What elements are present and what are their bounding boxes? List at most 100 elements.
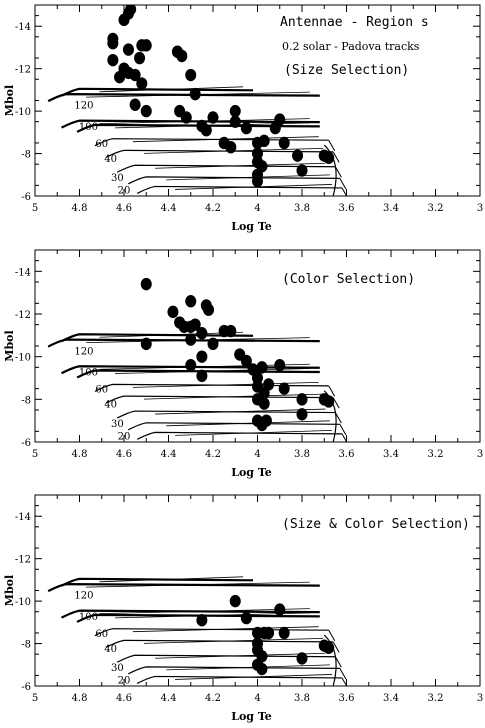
- cluster-point: [196, 369, 208, 383]
- x-tick-label: 3.2: [428, 693, 444, 704]
- x-tick-label: 4: [254, 693, 260, 704]
- cluster-point: [140, 39, 152, 52]
- evolutionary-track-branch: [132, 382, 319, 388]
- y-tick-label: -6: [21, 682, 31, 693]
- cluster-point: [225, 140, 237, 154]
- chart-annotation: (Size Selection): [284, 63, 409, 78]
- cluster-point: [185, 359, 197, 372]
- evolutionary-track-branch: [155, 408, 326, 415]
- cluster-points: [196, 594, 335, 676]
- red-giant-branch: [323, 144, 337, 196]
- evolutionary-track-branch: [99, 576, 244, 583]
- evolutionary-track: [105, 395, 334, 404]
- x-tick-label: 5: [32, 203, 38, 214]
- cluster-point: [240, 611, 252, 625]
- x-tick-label: 5: [32, 693, 38, 704]
- cluster-point: [260, 414, 272, 427]
- y-tick-label: -12: [15, 555, 31, 566]
- evolutionary-track-hook: [328, 629, 336, 641]
- evolutionary-track-hook: [328, 385, 336, 397]
- evolutionary-track-hook: [341, 187, 348, 196]
- cluster-point: [185, 295, 197, 308]
- hr-panel-3: 5 4.8 4.6 4.4 4.2 4 3.8 3.6 3.4 3.2 3 -14 -12 -10 -8 -6…: [3, 494, 483, 723]
- cluster-point: [176, 49, 188, 63]
- chart-annotation: 0.2 solar - Padova tracks: [282, 40, 420, 53]
- y-tick-label: -12: [15, 310, 31, 321]
- cluster-points: [107, 5, 335, 188]
- track-mass-label: 100: [79, 368, 98, 379]
- track-mass-label: 120: [74, 346, 93, 357]
- evolutionary-track-hook: [341, 433, 348, 442]
- evolutionary-track: [61, 119, 320, 129]
- cluster-point: [292, 149, 304, 162]
- x-tick-label: 4.8: [72, 693, 88, 704]
- x-tick-label: 4.4: [161, 693, 177, 704]
- cluster-point: [323, 641, 335, 654]
- cluster-point: [140, 337, 152, 351]
- evolutionary-track-hook: [339, 668, 347, 680]
- evolutionary-track-branch: [86, 581, 310, 588]
- x-tick-label: 3.2: [428, 203, 444, 214]
- x-tick-label: 3.4: [383, 693, 399, 704]
- x-tick-label: 4.4: [161, 449, 177, 460]
- x-tick-label: 3.8: [294, 449, 310, 460]
- track-mass-label: 120: [74, 591, 93, 602]
- track-mass-label: 100: [79, 122, 98, 133]
- red-giant-branch: [323, 634, 337, 686]
- cluster-point: [200, 124, 212, 137]
- cluster-point: [140, 277, 152, 291]
- x-tick-label: 3.6: [339, 449, 355, 460]
- y-tick-label: -6: [21, 438, 31, 449]
- chart-annotation: (Size & Color Selection): [282, 517, 470, 532]
- cluster-point: [207, 337, 219, 351]
- hr-panel-2: 5 4.8 4.6 4.4 4.2 4 3.8 3.6 3.4 3.2 3 -14 -12 -10 -8 -6…: [3, 249, 483, 479]
- evolutionary-track: [105, 149, 334, 158]
- evolutionary-track-branch: [175, 184, 333, 190]
- x-axis-label: Log Te: [231, 466, 272, 479]
- evolutionary-track: [47, 583, 320, 593]
- cluster-point: [278, 626, 290, 640]
- cluster-point: [196, 614, 208, 627]
- evolutionary-track-hook: [339, 178, 347, 190]
- evolutionary-track-hook: [341, 677, 348, 686]
- evolutionary-track-hook: [332, 151, 340, 163]
- track-mass-label: 40: [104, 644, 117, 655]
- evolutionary-track: [61, 365, 320, 375]
- hr-panel-1: 5 4.8 4.6 4.4 4.2 4 3.8 3.6 3.4 3.2 3 -14 -12 -10 -8 -6…: [3, 4, 483, 233]
- y-tick-label: -12: [15, 65, 31, 76]
- evolutionary-track-branch: [166, 420, 330, 427]
- x-tick-label: 3.4: [383, 203, 399, 214]
- cluster-point: [240, 121, 252, 135]
- evolutionary-track-branch: [143, 637, 324, 644]
- cluster-point: [229, 594, 241, 608]
- cluster-point: [229, 104, 241, 118]
- cluster-point: [118, 13, 130, 27]
- y-tick-label: -14: [15, 22, 31, 33]
- evolutionary-track-branch: [166, 664, 330, 671]
- evolutionary-track-hook: [334, 166, 342, 178]
- y-tick-label: -14: [15, 267, 31, 278]
- x-tick-label: 3.6: [339, 693, 355, 704]
- evolutionary-track: [61, 609, 320, 619]
- evolutionary-track-branch: [175, 430, 333, 436]
- cluster-point: [129, 98, 141, 111]
- cluster-point: [258, 134, 270, 148]
- evolutionary-track: [76, 123, 320, 133]
- x-tick-label: 3.8: [294, 203, 310, 214]
- cluster-point: [296, 164, 308, 177]
- x-tick-label: 4: [254, 449, 260, 460]
- evolutionary-track-branch: [132, 626, 319, 633]
- cluster-point: [167, 305, 179, 319]
- x-tick-label: 4.8: [72, 449, 88, 460]
- track-mass-label: 100: [79, 612, 98, 623]
- x-tick-label: 4.2: [205, 693, 221, 704]
- y-tick-label: -8: [21, 150, 31, 161]
- x-tick-label: 4.6: [116, 693, 132, 704]
- evolutionary-track-hook: [332, 641, 340, 653]
- cluster-points: [140, 277, 335, 432]
- x-tick-label: 3.6: [339, 203, 355, 214]
- evolutionary-track: [116, 410, 336, 419]
- cluster-point: [114, 70, 126, 84]
- x-axis-label: Log Te: [231, 710, 272, 723]
- cluster-point: [296, 408, 308, 421]
